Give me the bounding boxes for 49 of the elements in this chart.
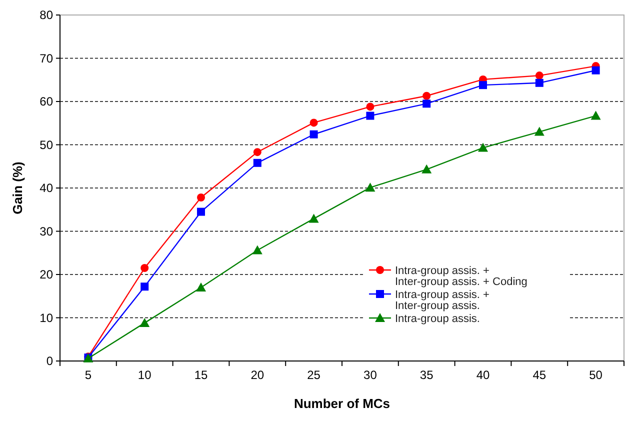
x-tick-label: 30 bbox=[364, 368, 378, 382]
x-tick-label: 40 bbox=[476, 368, 490, 382]
y-tick-label: 20 bbox=[40, 268, 54, 282]
legend-label: Intra-group assis. + Inter-group assis. + Coding bbox=[395, 265, 528, 288]
y-tick-label: 80 bbox=[40, 8, 54, 22]
y-tick-label: 70 bbox=[40, 51, 54, 66]
point bbox=[422, 100, 431, 108]
point bbox=[140, 264, 149, 272]
point bbox=[308, 214, 319, 223]
point bbox=[592, 66, 600, 74]
y-tick-label: 30 bbox=[40, 224, 54, 238]
point bbox=[196, 282, 206, 292]
point bbox=[140, 282, 149, 291]
x-tick-label: 20 bbox=[250, 368, 264, 382]
y-tick-label: 0 bbox=[46, 354, 54, 368]
point bbox=[366, 102, 374, 111]
legend-label: Intra-group assis. + Inter-group assis. bbox=[395, 289, 490, 312]
point bbox=[478, 142, 488, 152]
point bbox=[310, 130, 318, 138]
x-axis-title: Number of MCs bbox=[294, 396, 390, 411]
point bbox=[535, 78, 544, 87]
point bbox=[252, 245, 262, 254]
point bbox=[197, 208, 205, 216]
y-tick-label: 10 bbox=[40, 310, 54, 325]
point bbox=[479, 81, 487, 90]
x-tick-label: 35 bbox=[420, 368, 434, 382]
point bbox=[365, 182, 376, 192]
point bbox=[253, 158, 262, 167]
point bbox=[590, 110, 601, 120]
point bbox=[534, 126, 544, 136]
point bbox=[140, 318, 150, 327]
point bbox=[535, 72, 544, 80]
y-tick-label: 60 bbox=[40, 94, 54, 109]
legend-label: Intra-group assis. bbox=[395, 313, 480, 325]
x-tick-label: 50 bbox=[589, 368, 603, 382]
point bbox=[197, 194, 205, 202]
point bbox=[310, 118, 318, 127]
x-tick-label: 45 bbox=[532, 368, 546, 382]
point bbox=[366, 112, 374, 120]
point bbox=[422, 92, 431, 100]
y-tick-label: 40 bbox=[40, 181, 54, 196]
y-axis-title: Gain (%) bbox=[10, 162, 25, 214]
y-tick-label: 50 bbox=[40, 138, 54, 152]
x-tick-label: 10 bbox=[138, 368, 152, 382]
point bbox=[422, 164, 432, 174]
point bbox=[253, 148, 262, 156]
x-tick-label: 25 bbox=[307, 368, 321, 382]
x-tick-label: 5 bbox=[84, 368, 92, 382]
x-tick-label: 15 bbox=[194, 368, 208, 382]
